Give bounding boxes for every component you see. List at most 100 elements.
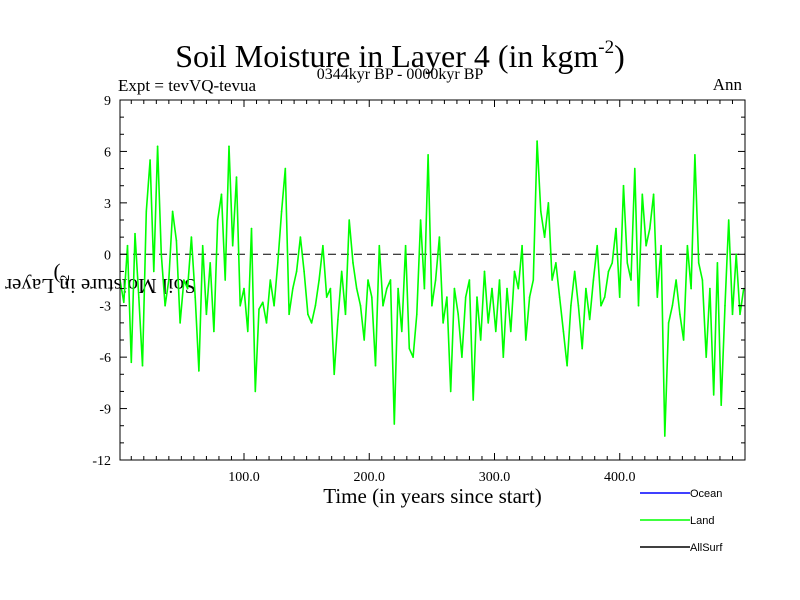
series-point [449,390,452,393]
series-point [513,270,516,273]
series-point [254,390,257,393]
series-point [134,232,136,235]
series-point [585,287,587,290]
title-exponent: -2 [598,37,615,58]
series-point [479,339,482,341]
series-point [731,313,734,316]
series-point [419,219,422,221]
series-point [664,435,666,437]
series-point [611,262,614,264]
series-point [183,279,185,281]
series-point [679,313,681,316]
series-point [277,262,279,264]
series-point [194,296,196,298]
series-point [352,262,354,264]
series-point [521,244,523,247]
series-point [325,296,328,298]
series-point [322,244,324,247]
series-point [314,304,317,307]
series-point [126,244,129,247]
series-point [228,145,230,148]
title-close: ) [614,38,625,74]
series-point [378,244,381,247]
series-point [600,304,602,307]
series-point [292,287,294,290]
series-point [558,296,561,298]
series-point [168,279,170,281]
series-point [540,210,542,213]
chart-subtitle: 0344kyr BP - 0000kyr BP [316,66,484,83]
series-point [461,356,463,358]
series-point [216,219,219,221]
series-point [581,347,583,350]
season-label: Ann [712,75,742,94]
series-point [160,253,163,256]
series-point [344,313,347,316]
series-point [382,304,384,307]
series-point [412,356,414,358]
y-tick-label: -3 [99,300,111,315]
x-axis-label: Time (in years since start) [323,484,542,508]
series-point [588,318,591,321]
series-point [273,304,275,307]
series-point [637,304,640,307]
series-point [303,270,305,273]
series-point [408,347,411,350]
series-point [735,253,738,256]
series-point [243,287,245,290]
series-point [615,227,617,230]
series-point [284,167,287,170]
series-point [739,313,741,316]
series-point [175,239,178,242]
legend-ocean-label: Ocean [690,488,722,500]
x-tick-label: 200.0 [353,470,385,485]
series-point [442,322,444,324]
legend-allsurf-label: AllSurf [690,542,723,554]
series-point [720,404,723,406]
series-point [201,244,204,247]
y-tick-label: 6 [104,145,111,160]
series-point [562,330,565,333]
series-point [472,399,475,401]
series-point [265,322,268,324]
series-point [551,279,553,281]
series-point [401,330,403,333]
series-point [404,244,407,247]
series-point [690,287,692,290]
series-point [660,244,662,247]
series-point [487,322,490,324]
series-point [525,339,527,341]
series-point [389,279,392,281]
series-point [675,279,677,281]
series-point [269,279,272,281]
series-point [686,244,689,247]
series-point [333,373,335,376]
y-tick-label: -12 [92,454,111,469]
series-point [209,262,211,264]
series-point [307,313,309,316]
series-point [130,361,133,364]
series-point [607,270,610,273]
series-point [506,287,508,290]
series-point [502,356,505,358]
series-point [573,270,576,273]
series-point [427,154,429,156]
series-point [374,364,377,367]
experiment-label: Expt = tevVQ-tevua [118,76,256,95]
series-point [340,270,343,273]
series-point [145,210,148,213]
series-point [716,262,719,264]
series-point [532,279,535,281]
series-point [491,287,493,290]
series-point [555,262,557,264]
series-point [224,279,227,281]
series-point [626,262,629,264]
series-point [367,279,369,281]
series-point [164,304,166,307]
series-point [570,304,572,307]
series-point [453,287,456,290]
series-point [528,296,531,298]
series-point [423,287,426,290]
series-point [697,262,700,264]
